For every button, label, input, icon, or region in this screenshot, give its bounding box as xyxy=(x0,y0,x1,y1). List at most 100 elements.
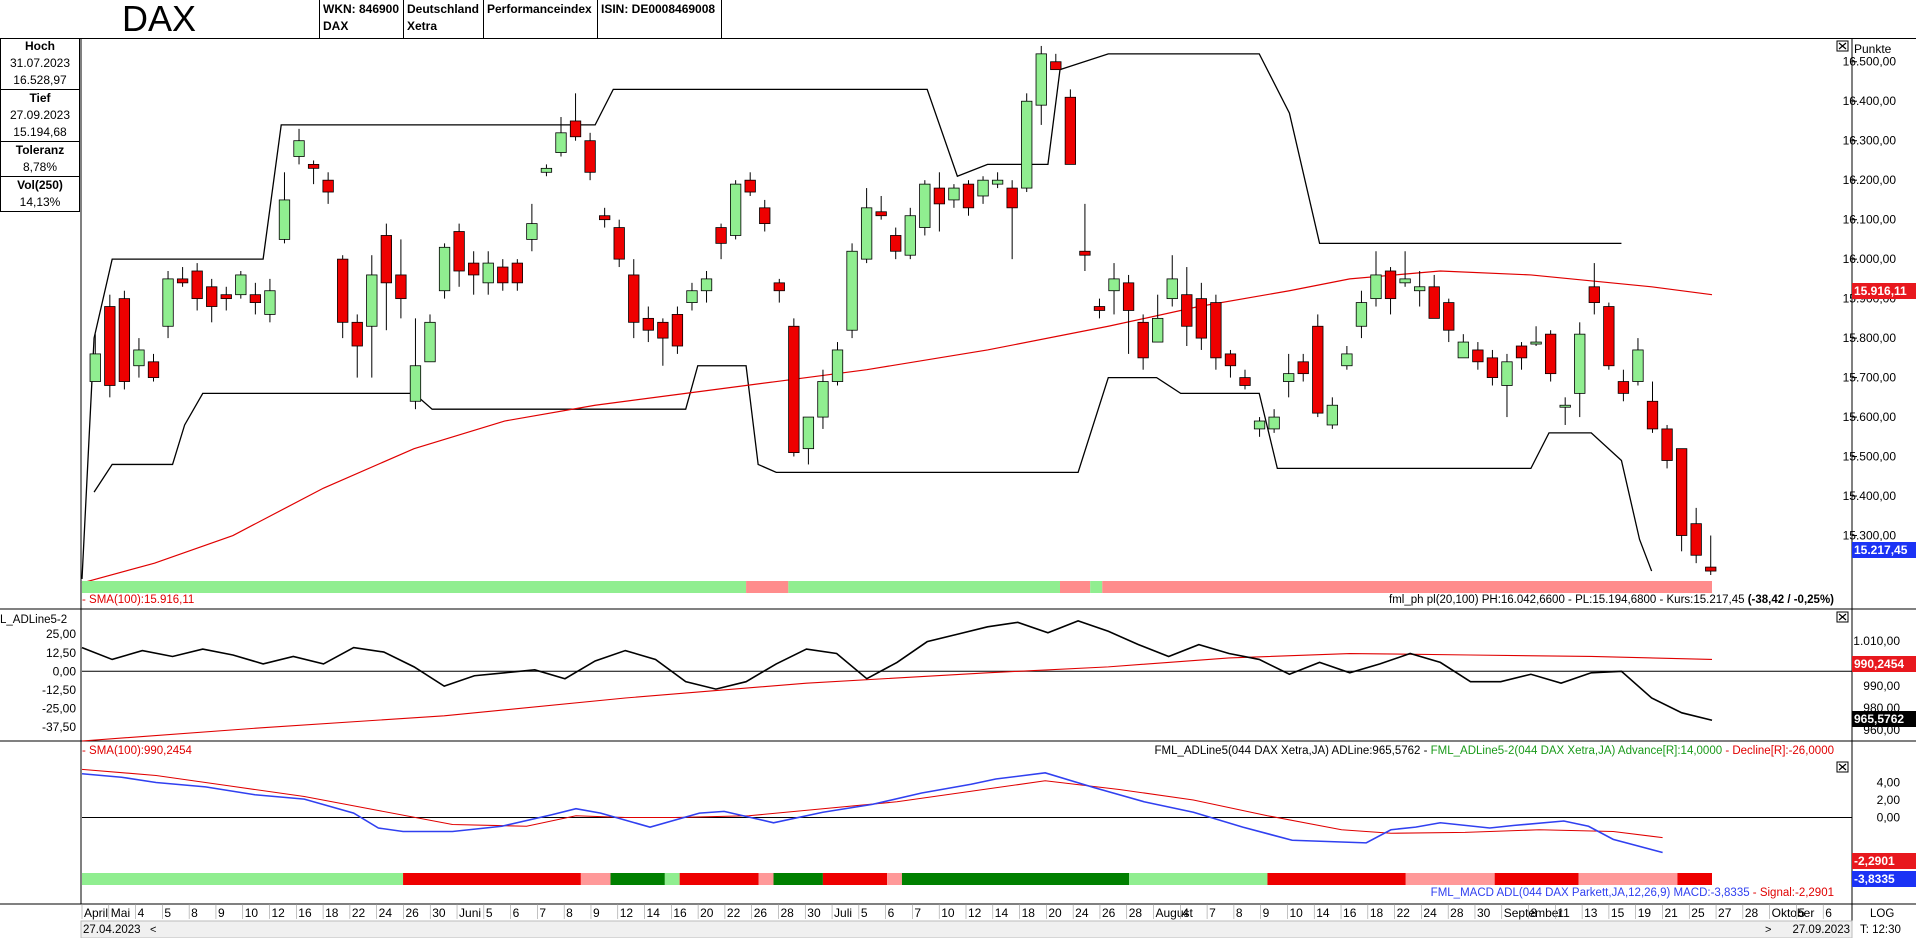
x-tick-label: 30 xyxy=(1477,906,1491,920)
low-value: 15.194,68 xyxy=(13,125,67,139)
x-tick-label: 24 xyxy=(1075,906,1089,920)
candle-up xyxy=(540,167,553,173)
candle-up xyxy=(686,290,698,303)
svg-text:15.916,11: 15.916,11 xyxy=(1854,284,1907,298)
x-tick-label: 10 xyxy=(1289,906,1303,920)
svg-text:15.217,45: 15.217,45 xyxy=(1854,543,1908,557)
candle-down xyxy=(322,179,334,193)
candle-down xyxy=(657,321,669,339)
candle-down xyxy=(1195,298,1207,339)
log-toggle[interactable]: LOG xyxy=(1870,908,1894,920)
volatility-value: 14,13% xyxy=(19,195,61,209)
adline-right-tick: 990,00 xyxy=(1863,679,1900,693)
macd-trend-segment xyxy=(1578,873,1678,885)
x-tick-label: 8 xyxy=(191,906,198,920)
candle-down xyxy=(1515,345,1528,359)
x-tick-label: 26 xyxy=(1102,906,1116,920)
high-label: Hoch xyxy=(25,39,55,53)
candle-down xyxy=(351,321,363,347)
volatility-box: Vol(250) 14,13% xyxy=(0,177,80,212)
macd-path xyxy=(81,772,1663,854)
candle-down xyxy=(1443,302,1455,331)
candle-down xyxy=(962,183,975,209)
x-tick-label: 18 xyxy=(1370,906,1384,920)
macd-trend-segment xyxy=(1405,873,1495,885)
scroll-right-icon[interactable]: > xyxy=(1765,924,1771,936)
candle-down xyxy=(1224,353,1237,367)
x-tick-label: 18 xyxy=(1022,906,1036,920)
adline-right-tick: 1.010,00 xyxy=(1853,634,1900,648)
candle-up xyxy=(860,207,873,260)
candle-down xyxy=(1297,361,1309,375)
channel-low-line xyxy=(93,365,1653,572)
macd-signal-path xyxy=(81,768,1663,839)
trend-segment xyxy=(82,581,747,593)
x-tick-label: 26 xyxy=(754,906,768,920)
adline-left-tick: -37,50 xyxy=(42,720,76,734)
candle-down xyxy=(1239,377,1251,386)
horizontal-scrollbar[interactable] xyxy=(80,920,1853,938)
scroll-left-icon[interactable]: < xyxy=(150,924,156,936)
x-tick-label: 5 xyxy=(164,906,171,920)
isin-cell: ISIN: DE0008469008 xyxy=(598,0,722,38)
candle-down xyxy=(1617,381,1630,394)
low-label: Tief xyxy=(29,91,51,105)
candle-up xyxy=(293,140,305,157)
x-tick-label: 16 xyxy=(298,906,312,920)
x-tick-label: April xyxy=(84,906,108,920)
x-tick-label: 8 xyxy=(1531,906,1538,920)
candle-down xyxy=(1064,96,1077,165)
candle-down xyxy=(890,235,902,252)
candle-down xyxy=(744,179,756,193)
candle-up xyxy=(235,274,247,296)
stats-sidebar: Hoch 31.07.2023 16.528,97 Tief 27.09.202… xyxy=(0,38,80,220)
macd-trend-segment xyxy=(1677,873,1712,885)
candle-down xyxy=(1093,306,1106,311)
close-main-panel-icon[interactable] xyxy=(1836,40,1849,52)
candle-down xyxy=(1006,187,1018,209)
macd-trend-segment xyxy=(1129,873,1268,885)
candle-up xyxy=(729,183,742,236)
x-tick-label: 16 xyxy=(673,906,687,920)
y-tick-label: 16.200,00 xyxy=(1843,173,1897,187)
adline-lines xyxy=(81,620,1713,742)
candle-up xyxy=(1268,416,1280,430)
x-tick-label: 12 xyxy=(620,906,634,920)
macd-trend-segment xyxy=(822,873,888,885)
trend-segment xyxy=(1102,581,1712,593)
x-tick-label: 7 xyxy=(1209,906,1216,920)
isin-label: ISIN: DE0008469008 xyxy=(601,2,716,16)
close-macd-panel-icon[interactable] xyxy=(1836,761,1849,773)
x-tick-label: Oktober xyxy=(1772,906,1815,920)
candle-up xyxy=(1559,404,1571,408)
y-tick-label: 16.300,00 xyxy=(1843,134,1897,148)
svg-text:-3,8335: -3,8335 xyxy=(1854,872,1895,886)
x-tick-label: 14 xyxy=(995,906,1009,920)
tolerance-box: Toleranz 8,78% xyxy=(0,142,80,177)
x-tick-label: Juni xyxy=(459,906,481,920)
candle-down xyxy=(628,274,640,323)
trend-segment xyxy=(1090,581,1103,593)
candle-down xyxy=(206,286,218,307)
candle-up xyxy=(1283,373,1295,382)
candle-down xyxy=(759,207,771,225)
x-tick-label: 12 xyxy=(968,906,982,920)
macd-trend-segment xyxy=(901,873,1130,885)
y-tick-label: 16.100,00 xyxy=(1843,213,1897,227)
x-tick-label: 21 xyxy=(1664,906,1678,920)
x-tick-label: Juli xyxy=(834,906,852,920)
close-adline-panel-icon[interactable] xyxy=(1836,611,1849,623)
candle-up xyxy=(991,179,1004,185)
x-tick-label: 12 xyxy=(272,906,286,920)
sma100-line xyxy=(81,270,1713,584)
x-tick-label: 28 xyxy=(1450,906,1464,920)
y-tick-label: 15.300,00 xyxy=(1843,529,1897,543)
candle-down xyxy=(176,278,189,284)
candle-up xyxy=(1414,286,1426,292)
candle-down xyxy=(249,294,262,303)
exchange-sub: Xetra xyxy=(407,19,438,33)
candle-down xyxy=(569,120,582,138)
y-tick-label: 16.500,00 xyxy=(1843,55,1897,69)
time-label: T: 12:30 xyxy=(1860,924,1901,936)
